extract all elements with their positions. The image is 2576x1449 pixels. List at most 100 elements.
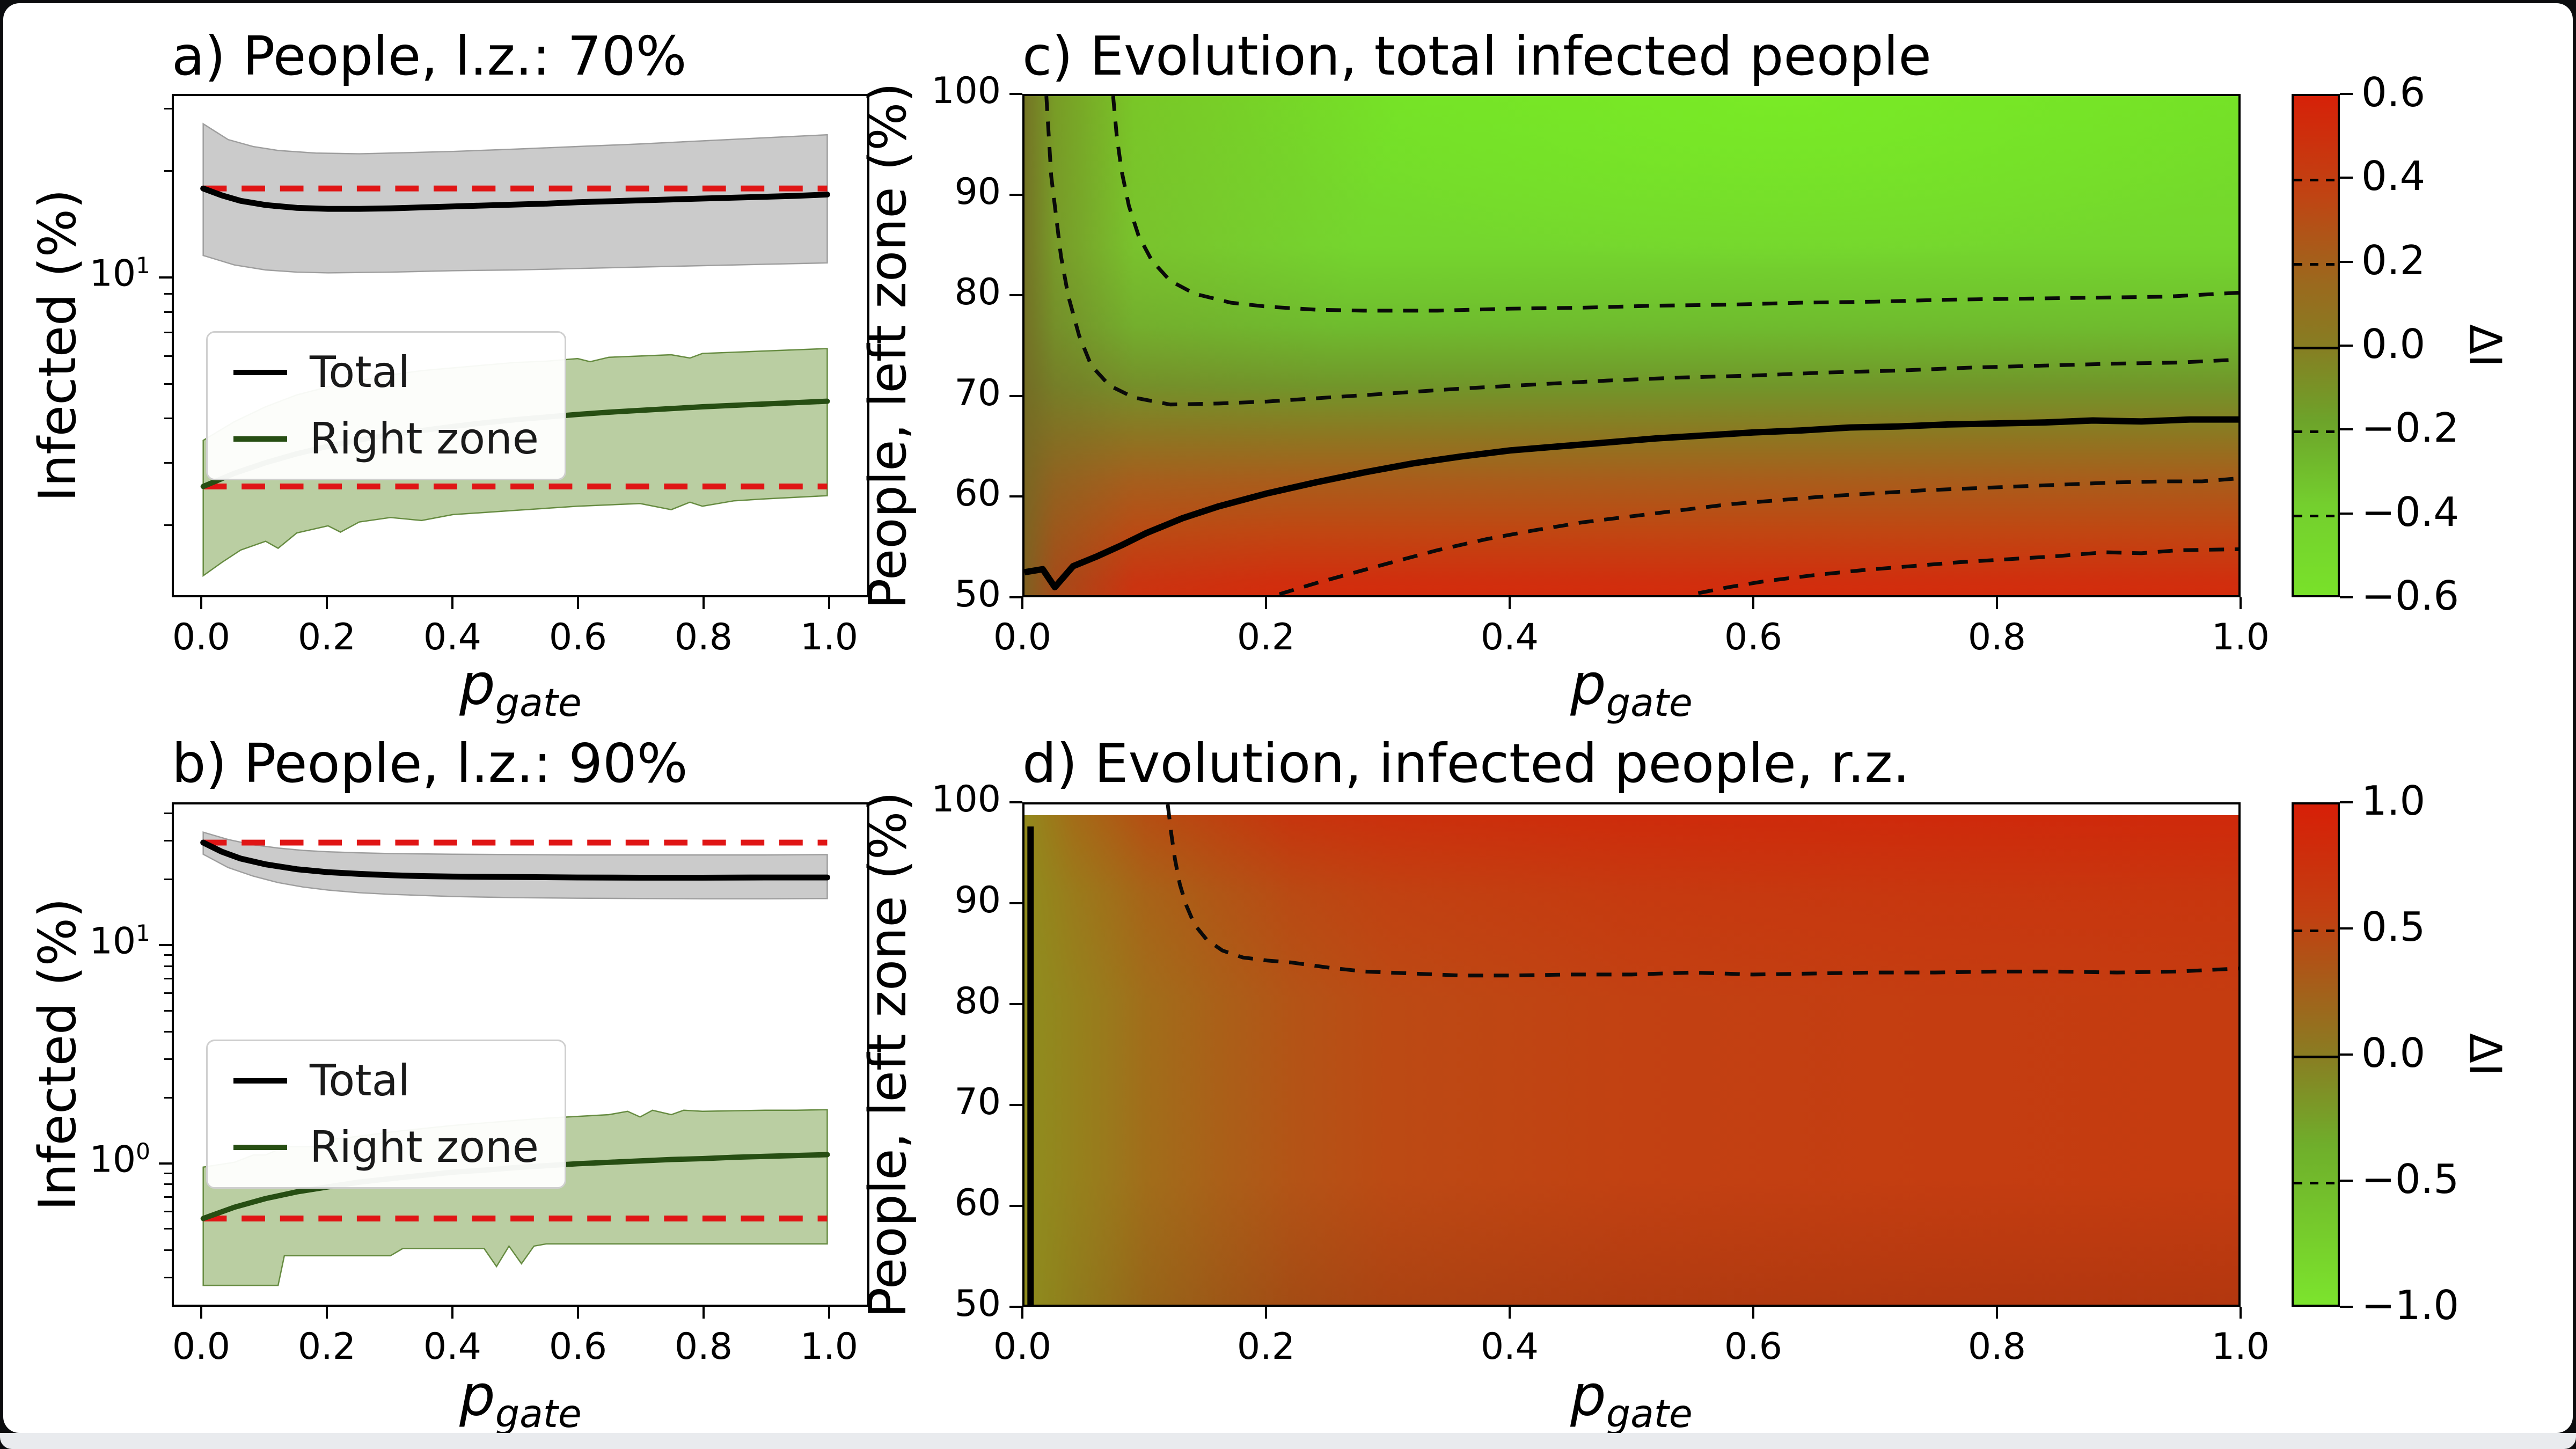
y-tick-mark — [159, 943, 172, 946]
y-minor-tick-mark — [164, 331, 172, 333]
panel-d-heatmap — [1024, 815, 2238, 1305]
y-tick-label: 50 — [954, 573, 1001, 616]
legend: Total Right zone — [206, 331, 566, 480]
total-spread-band — [202, 831, 828, 899]
y-minor-tick-mark — [164, 878, 172, 880]
legend-label: Total — [310, 1056, 410, 1106]
panel-c-ylabel: People, left zone (%) — [859, 82, 918, 609]
total-line — [200, 185, 830, 212]
colorbar-dashed-level — [2294, 930, 2338, 932]
panel-c-xlabel: pgate — [1022, 652, 2241, 725]
x-tick-label: 0.6 — [1724, 1326, 1783, 1368]
x-tick-mark — [1752, 597, 1754, 609]
x-tick-mark — [828, 597, 830, 609]
colorbar-tick-mark — [2340, 801, 2353, 803]
y-minor-tick-mark — [164, 1058, 172, 1060]
y-tick-label: 90 — [954, 879, 1001, 921]
panel-a-xlabel-sub: gate — [495, 680, 582, 725]
y-minor-tick-mark — [164, 1196, 172, 1198]
x-tick-label: 0.4 — [1480, 616, 1539, 658]
x-tick-mark — [451, 1307, 453, 1319]
colorbar-tick-label: 0.4 — [2361, 152, 2426, 200]
x-tick-mark — [702, 597, 705, 609]
x-tick-label: 0.6 — [548, 1326, 608, 1368]
legend: Total Right zone — [206, 1040, 566, 1189]
legend-swatch — [233, 370, 287, 375]
x-tick-mark — [1996, 1307, 1998, 1319]
y-tick-mark — [1009, 902, 1022, 904]
panel-d-xlabel: pgate — [1022, 1363, 2241, 1436]
y-minor-tick-mark — [164, 840, 172, 842]
x-tick-mark — [326, 597, 328, 609]
x-tick-label: 1.0 — [2211, 616, 2270, 658]
y-tick-label: 80 — [954, 980, 1001, 1022]
legend-item: Right zone — [233, 418, 539, 460]
colorbar-tick-mark — [2340, 596, 2353, 598]
y-minor-tick-mark — [164, 1183, 172, 1185]
panel-c-xlabel-sub: gate — [1606, 680, 1693, 725]
colorbar-tick-label: −1.0 — [2361, 1282, 2460, 1329]
colorbar-tick-mark — [2340, 260, 2353, 263]
colorbar-dashed-level — [2294, 1182, 2338, 1184]
panel-d-colorbar-label: ΔI — [2459, 1033, 2511, 1077]
colorbar-solid-level — [2294, 347, 2338, 349]
panel-c-colorbar-label: ΔI — [2459, 324, 2511, 368]
colorbar-dashed-level — [2294, 262, 2338, 266]
x-tick-label: 0.0 — [172, 616, 231, 658]
x-tick-mark — [1021, 1307, 1023, 1319]
x-tick-label: 0.4 — [423, 1326, 482, 1368]
panel-c-colorbar — [2292, 94, 2340, 597]
y-tick-mark — [1009, 495, 1022, 498]
panel-d-plot-area — [1022, 802, 2241, 1307]
legend-label: Total — [310, 347, 410, 397]
x-tick-mark — [2240, 597, 2242, 609]
x-tick-mark — [326, 1307, 328, 1319]
y-tick-mark — [1009, 193, 1022, 196]
contour-dashed-0.4 — [1697, 547, 2238, 595]
x-tick-label: 0.8 — [674, 616, 733, 658]
y-minor-tick-mark — [164, 1031, 172, 1033]
y-tick-mark — [1009, 93, 1022, 95]
panel-b-xlabel-p: p — [459, 1363, 495, 1429]
panel-a-xlabel: pgate — [172, 652, 869, 725]
y-tick-mark — [1009, 394, 1022, 397]
contour-dashed-0.5 — [1166, 804, 2238, 978]
panel-b-xlabel-sub: gate — [495, 1392, 582, 1436]
colorbar-tick-mark — [2340, 93, 2353, 95]
x-tick-label: 0.0 — [993, 1326, 1052, 1368]
panel-c-plot-area — [1022, 94, 2241, 597]
colorbar-solid-level — [2294, 1056, 2338, 1058]
colorbar-tick-mark — [2340, 428, 2353, 431]
x-tick-label: 1.0 — [800, 616, 859, 658]
legend-swatch — [233, 1078, 287, 1084]
y-minor-tick-mark — [164, 383, 172, 385]
x-tick-label: 0.0 — [172, 1326, 231, 1368]
x-tick-mark — [1021, 597, 1023, 609]
panel-b-plot-area: Total Right zone — [172, 802, 869, 1307]
y-tick-mark — [1009, 801, 1022, 803]
y-minor-tick-mark — [164, 1276, 172, 1278]
y-minor-tick-mark — [164, 954, 172, 956]
y-minor-tick-mark — [164, 1211, 172, 1213]
y-minor-tick-mark — [164, 107, 172, 109]
colorbar-tick-mark — [2340, 1180, 2353, 1182]
x-tick-mark — [1509, 597, 1511, 609]
x-tick-mark — [2240, 1307, 2242, 1319]
panel-d-title: d) Evolution, infected people, r.z. — [1022, 732, 1910, 795]
x-tick-mark — [577, 1307, 579, 1319]
panel-c-title: c) Evolution, total infected people — [1022, 25, 1931, 87]
y-minor-tick-mark — [164, 1009, 172, 1012]
colorbar-tick-mark — [2340, 1053, 2353, 1056]
y-minor-tick-mark — [164, 1096, 172, 1099]
contour-dashed-0.2 — [1279, 476, 2238, 595]
panel-c-heatmap — [1024, 96, 2238, 595]
x-tick-mark — [828, 1307, 830, 1319]
x-tick-mark — [200, 597, 202, 609]
colorbar-tick-mark — [2340, 927, 2353, 930]
y-minor-tick-mark — [164, 418, 172, 420]
y-tick-label: 100 — [89, 1138, 150, 1181]
y-tick-mark — [1009, 294, 1022, 297]
x-tick-label: 0.0 — [993, 616, 1052, 658]
y-minor-tick-mark — [164, 1249, 172, 1251]
legend-item: Total — [233, 1059, 539, 1102]
